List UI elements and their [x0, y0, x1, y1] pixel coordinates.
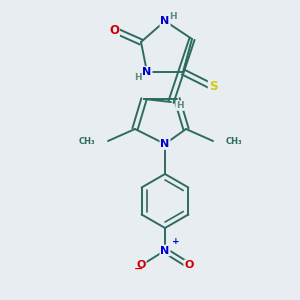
Text: CH₃: CH₃ — [226, 136, 242, 146]
Text: N: N — [142, 67, 152, 77]
Text: O: O — [109, 23, 119, 37]
Text: N: N — [160, 245, 169, 256]
Text: −: − — [134, 264, 143, 274]
Text: O: O — [136, 260, 146, 271]
Text: +: + — [172, 238, 179, 247]
Text: S: S — [209, 80, 217, 94]
Text: H: H — [169, 12, 177, 21]
Text: H: H — [176, 101, 184, 110]
Text: O: O — [184, 260, 194, 271]
Text: CH₃: CH₃ — [79, 136, 95, 146]
Text: N: N — [160, 16, 169, 26]
Text: H: H — [134, 73, 142, 82]
Text: N: N — [160, 139, 169, 149]
